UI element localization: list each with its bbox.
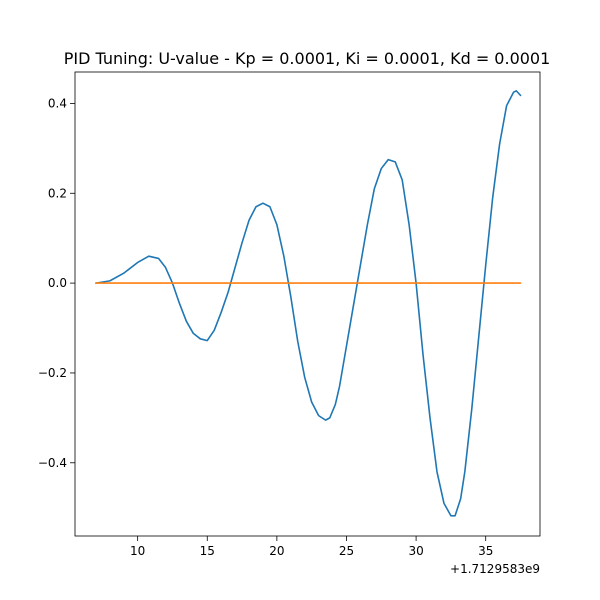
x-tick-label: 35 bbox=[478, 544, 493, 558]
series-line-1 bbox=[95, 90, 522, 517]
x-tick-label: 15 bbox=[200, 544, 215, 558]
y-tick-label: −0.2 bbox=[38, 366, 67, 380]
y-tick-label: 0.0 bbox=[48, 276, 67, 290]
chart-title: PID Tuning: U-value - Kp = 0.0001, Ki = … bbox=[64, 49, 551, 68]
y-tick-label: −0.4 bbox=[38, 456, 67, 470]
x-tick-label: 10 bbox=[130, 544, 145, 558]
y-tick-label: 0.2 bbox=[48, 186, 67, 200]
y-tick-label: 0.4 bbox=[48, 96, 67, 110]
x-axis-ticks: 10 15 20 25 30 35 bbox=[130, 536, 493, 558]
x-offset-label: +1.7129583e9 bbox=[450, 562, 540, 576]
x-tick-label: 30 bbox=[408, 544, 423, 558]
x-tick-label: 25 bbox=[339, 544, 354, 558]
x-tick-label: 20 bbox=[269, 544, 284, 558]
y-axis-ticks: −0.4 −0.2 0.0 0.2 0.4 bbox=[38, 96, 75, 470]
series-layer bbox=[95, 90, 522, 517]
plot-frame bbox=[74, 71, 541, 537]
